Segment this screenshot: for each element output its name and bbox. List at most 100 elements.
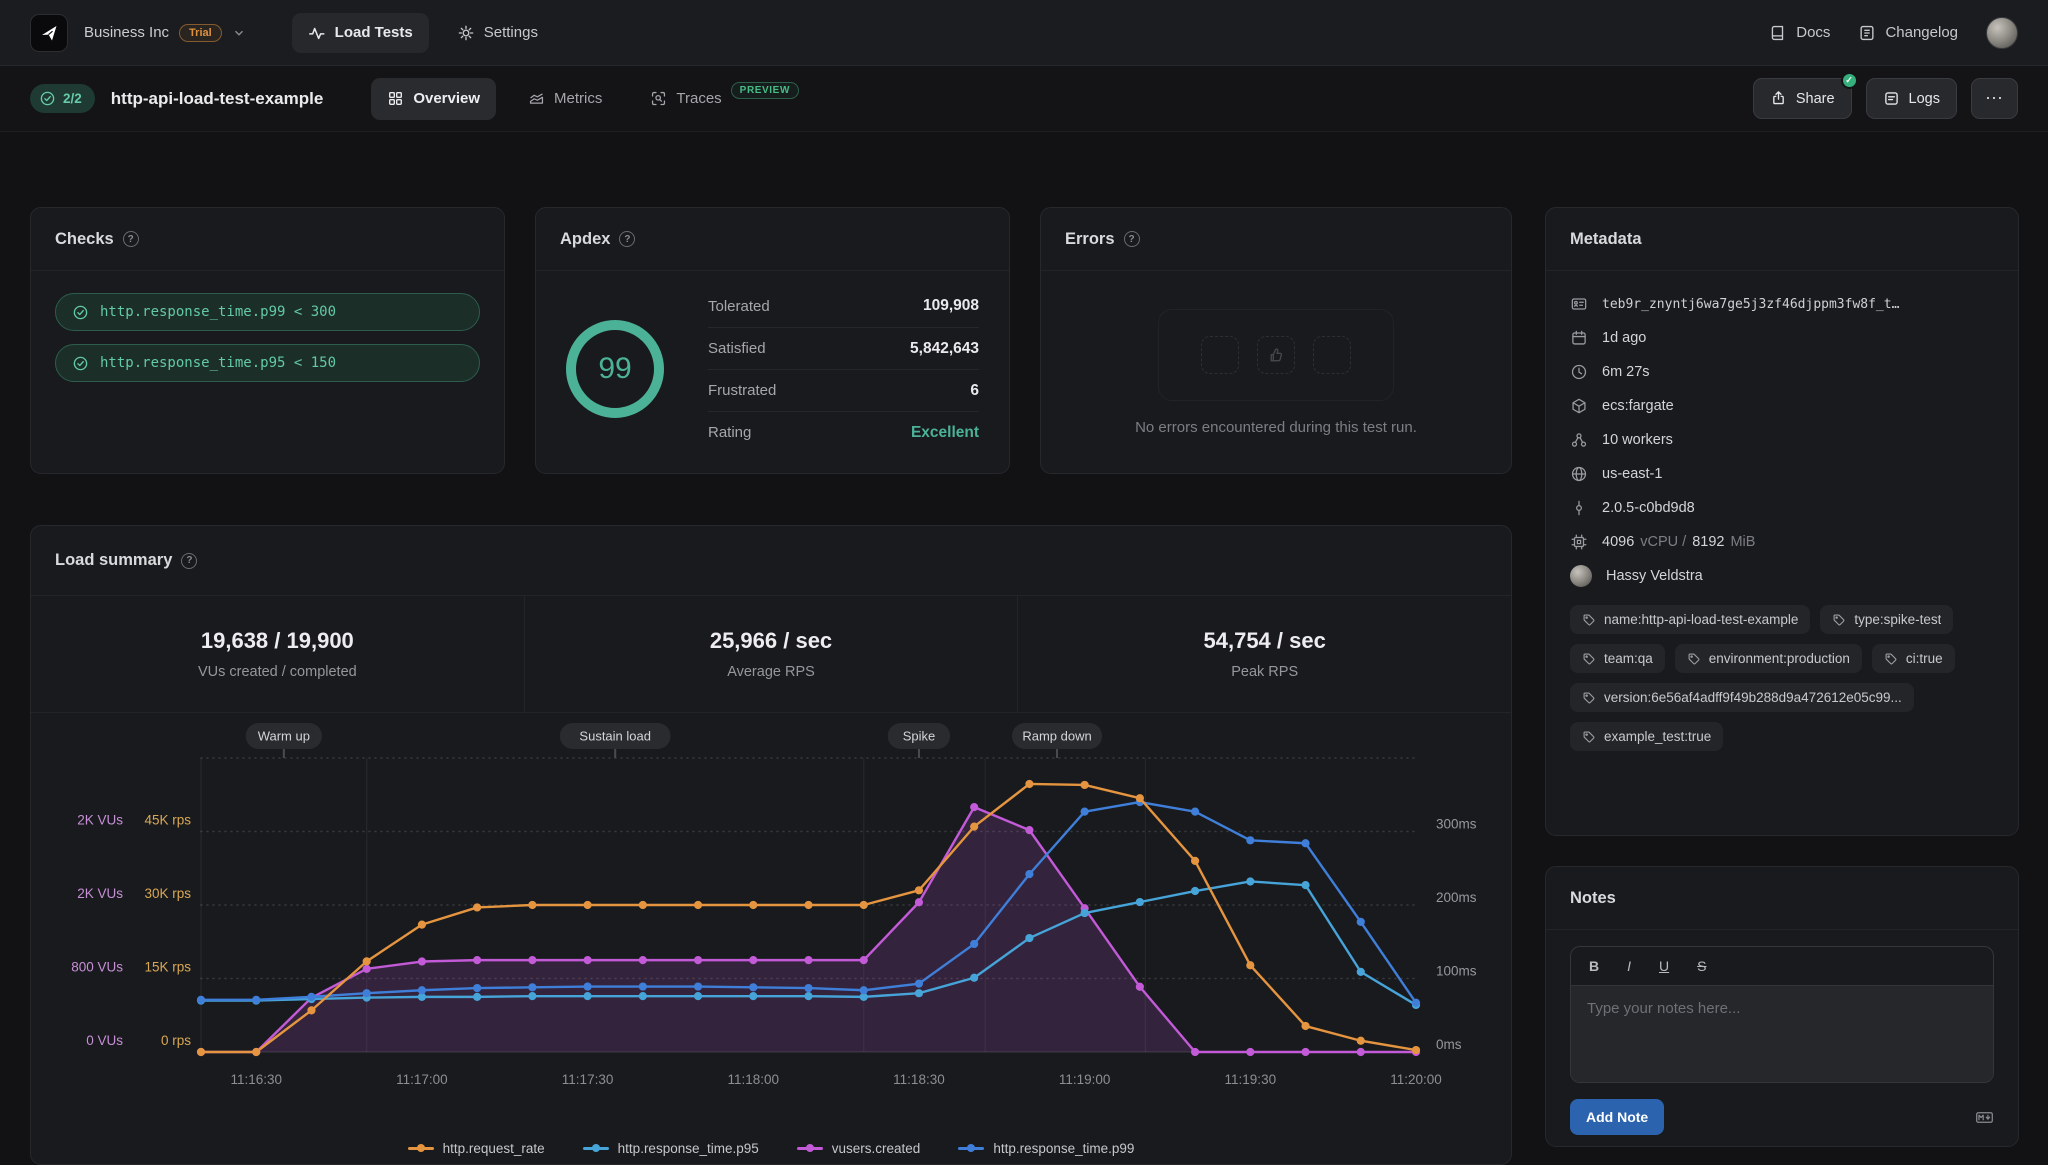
artillery-logo[interactable] <box>30 14 68 52</box>
workers-icon <box>1570 431 1588 449</box>
memory-value: 8192 <box>1692 534 1724 550</box>
more-actions-button[interactable]: ⋯ <box>1971 78 2018 119</box>
tab-overview[interactable]: Overview <box>371 78 496 120</box>
user-avatar[interactable] <box>1986 17 2018 49</box>
apdex-row-value: 109,908 <box>923 297 979 315</box>
metadata-tag[interactable]: ci:true <box>1872 644 1955 673</box>
metadata-run-id-row: teb9r_znyntj6wa7ge5j3zf46djppm3fw8f_t… <box>1570 287 1994 321</box>
nav-docs[interactable]: Docs <box>1769 24 1830 42</box>
metadata-cpu-row: 4096 vCPU / 8192 MiB <box>1570 525 1994 559</box>
tab-metrics[interactable]: Metrics <box>512 78 618 120</box>
svg-text:11:19:00: 11:19:00 <box>1059 1072 1111 1087</box>
metadata-title: Metadata <box>1570 230 1642 249</box>
apdex-help-icon[interactable]: ? <box>619 231 635 247</box>
metadata-tag[interactable]: team:qa <box>1570 644 1665 673</box>
org-switcher[interactable]: Business Inc Trial <box>84 24 246 42</box>
svg-text:Sustain load: Sustain load <box>579 729 651 744</box>
globe-icon <box>1570 465 1588 483</box>
preview-badge: PREVIEW <box>731 82 799 99</box>
legend-item-http-request_rate[interactable]: http.request_rate <box>408 1141 545 1156</box>
share-button-label: Share <box>1796 91 1835 107</box>
placeholder-slot <box>1313 336 1351 374</box>
add-note-button[interactable]: Add Note <box>1570 1099 1664 1135</box>
apdex-rating-value: Excellent <box>911 424 979 442</box>
svg-text:11:20:00: 11:20:00 <box>1390 1072 1442 1087</box>
share-button[interactable]: Share ✓ <box>1753 78 1852 119</box>
nav-load-tests[interactable]: Load Tests <box>292 13 429 53</box>
legend-item-http-response_time-p95[interactable]: http.response_time.p95 <box>583 1141 759 1156</box>
checks-help-icon[interactable]: ? <box>123 231 139 247</box>
commit-icon <box>1570 499 1588 517</box>
markdown-icon <box>1975 1108 1994 1127</box>
metadata-region-row: us-east-1 <box>1570 457 1994 491</box>
svg-text:11:18:00: 11:18:00 <box>727 1072 779 1087</box>
legend-item-http-response_time-p99[interactable]: http.response_time.p99 <box>958 1141 1134 1156</box>
errors-empty-illustration <box>1158 309 1394 401</box>
metadata-tag[interactable]: version:6e56af4adff9f49b288d9a472612e05c… <box>1570 683 1914 712</box>
platform: ecs:fargate <box>1602 398 1674 414</box>
run-tabs: Overview Metrics Traces PREVIEW <box>371 78 815 120</box>
check-circle-icon <box>72 355 89 372</box>
metrics-icon <box>528 90 545 107</box>
tag-icon <box>1582 613 1596 627</box>
svg-text:0 rps: 0 rps <box>161 1033 191 1048</box>
legend-swatch <box>583 1147 609 1150</box>
cpu-unit: vCPU / <box>1640 534 1686 550</box>
svg-text:11:17:00: 11:17:00 <box>396 1072 448 1087</box>
share-icon <box>1770 90 1787 107</box>
checks-passed-badge: 2/2 <box>30 84 95 113</box>
tab-traces[interactable]: Traces PREVIEW <box>634 78 815 120</box>
errors-help-icon[interactable]: ? <box>1124 231 1140 247</box>
metadata-tag[interactable]: name:http-api-load-test-example <box>1570 605 1810 634</box>
apdex-row-label: Rating <box>708 424 751 441</box>
run-title: http-api-load-test-example <box>111 89 324 109</box>
italic-button[interactable]: I <box>1627 958 1631 974</box>
author-name: Hassy Veldstra <box>1606 568 1703 584</box>
pulse-icon <box>308 24 326 42</box>
calendar-icon <box>1570 329 1588 347</box>
svg-text:100ms: 100ms <box>1436 964 1477 979</box>
apdex-row-label: Satisfied <box>708 340 766 357</box>
legend-swatch <box>408 1147 434 1150</box>
bold-button[interactable]: B <box>1589 958 1599 974</box>
notes-input[interactable]: Type your notes here... <box>1571 986 1993 1082</box>
legend-label: vusers.created <box>832 1141 921 1156</box>
logs-button[interactable]: Logs <box>1866 78 1957 119</box>
legend-label: http.response_time.p95 <box>618 1141 759 1156</box>
stat-average-rps: 25,966 / sec Average RPS <box>524 596 1018 712</box>
nav-settings[interactable]: Settings <box>457 24 538 42</box>
apdex-row: Rating Excellent <box>708 411 979 453</box>
run-header: 2/2 http-api-load-test-example Overview … <box>0 66 2048 132</box>
placeholder-slot <box>1201 336 1239 374</box>
apdex-title: Apdex <box>560 230 610 249</box>
check-item: http.response_time.p99 < 300 <box>55 293 480 331</box>
metadata-version-row: 2.0.5-c0bd9d8 <box>1570 491 1994 525</box>
nav-changelog[interactable]: Changelog <box>1858 24 1958 42</box>
tag-icon <box>1582 652 1596 666</box>
load-summary-stats: 19,638 / 19,900 VUs created / completed … <box>31 596 1511 713</box>
metadata-tag[interactable]: environment:production <box>1675 644 1862 673</box>
chart-legend: http.request_rate http.response_time.p95 v… <box>31 1138 1511 1158</box>
nav-docs-label: Docs <box>1796 24 1830 41</box>
svg-text:Ramp down: Ramp down <box>1022 729 1091 744</box>
org-name: Business Inc <box>84 24 169 41</box>
metadata-tag[interactable]: type:spike-test <box>1820 605 1953 634</box>
errors-title: Errors <box>1065 230 1115 249</box>
region: us-east-1 <box>1602 466 1662 482</box>
metadata-created-row: 1d ago <box>1570 321 1994 355</box>
tag-icon <box>1687 652 1701 666</box>
apdex-row-value: 6 <box>970 382 979 400</box>
metadata-tag[interactable]: example_test:true <box>1570 722 1723 751</box>
duration: 6m 27s <box>1602 364 1650 380</box>
svg-text:11:18:30: 11:18:30 <box>893 1072 945 1087</box>
legend-item-vusers-created[interactable]: vusers.created <box>797 1141 921 1156</box>
changelog-icon <box>1858 24 1876 42</box>
phase-badge: Sustain load <box>560 723 671 749</box>
check-circle-icon <box>72 304 89 321</box>
apdex-row-label: Tolerated <box>708 298 770 315</box>
load-summary-help-icon[interactable]: ? <box>181 553 197 569</box>
metadata-platform-row: ecs:fargate <box>1570 389 1994 423</box>
underline-button[interactable]: U <box>1659 958 1669 974</box>
created-at: 1d ago <box>1602 330 1646 346</box>
strikethrough-button[interactable]: S <box>1697 958 1706 974</box>
